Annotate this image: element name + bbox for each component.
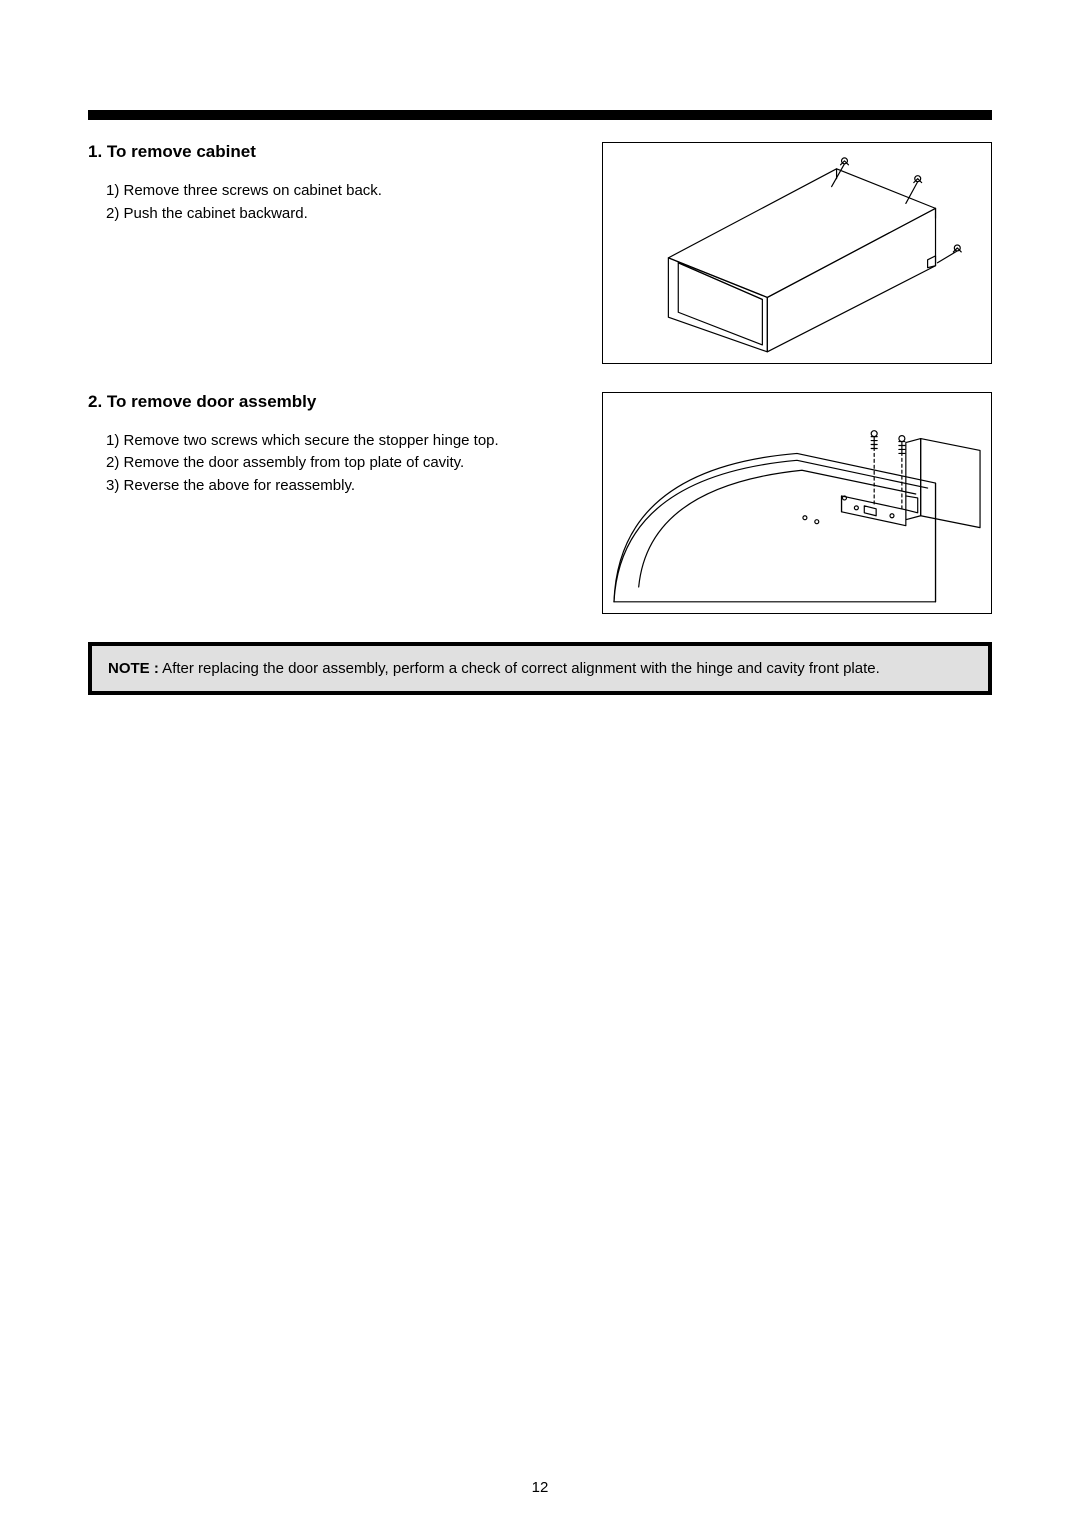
note-box: NOTE : After replacing the door assembly… xyxy=(88,642,992,695)
header-bar xyxy=(88,110,992,120)
section1-step2: 2) Push the cabinet backward. xyxy=(106,203,592,226)
section-remove-door: 2. To remove door assembly 1) Remove two… xyxy=(88,392,992,614)
figure-cabinet xyxy=(602,142,992,364)
page: 1. To remove cabinet 1) Remove three scr… xyxy=(0,0,1080,1526)
section1-step1: 1) Remove three screws on cabinet back. xyxy=(106,180,592,203)
section2-step3: 3) Reverse the above for reassembly. xyxy=(106,475,592,498)
section1-text: 1. To remove cabinet 1) Remove three scr… xyxy=(88,142,602,225)
section1-steps: 1) Remove three screws on cabinet back. … xyxy=(88,180,592,225)
section-remove-cabinet: 1. To remove cabinet 1) Remove three scr… xyxy=(88,142,992,364)
page-number: 12 xyxy=(0,1479,1080,1496)
section2-step1: 1) Remove two screws which secure the st… xyxy=(106,430,592,453)
section1-title: 1. To remove cabinet xyxy=(88,142,592,162)
figure-door-hinge xyxy=(602,392,992,614)
note-text: After replacing the door assembly, perfo… xyxy=(159,660,880,677)
section2-title: 2. To remove door assembly xyxy=(88,392,592,412)
section2-step2: 2) Remove the door assembly from top pla… xyxy=(106,452,592,475)
note-label: NOTE : xyxy=(108,660,159,677)
door-hinge-diagram-icon xyxy=(609,399,985,607)
section2-text: 2. To remove door assembly 1) Remove two… xyxy=(88,392,602,498)
section2-steps: 1) Remove two screws which secure the st… xyxy=(88,430,592,498)
cabinet-diagram-icon xyxy=(609,149,985,357)
